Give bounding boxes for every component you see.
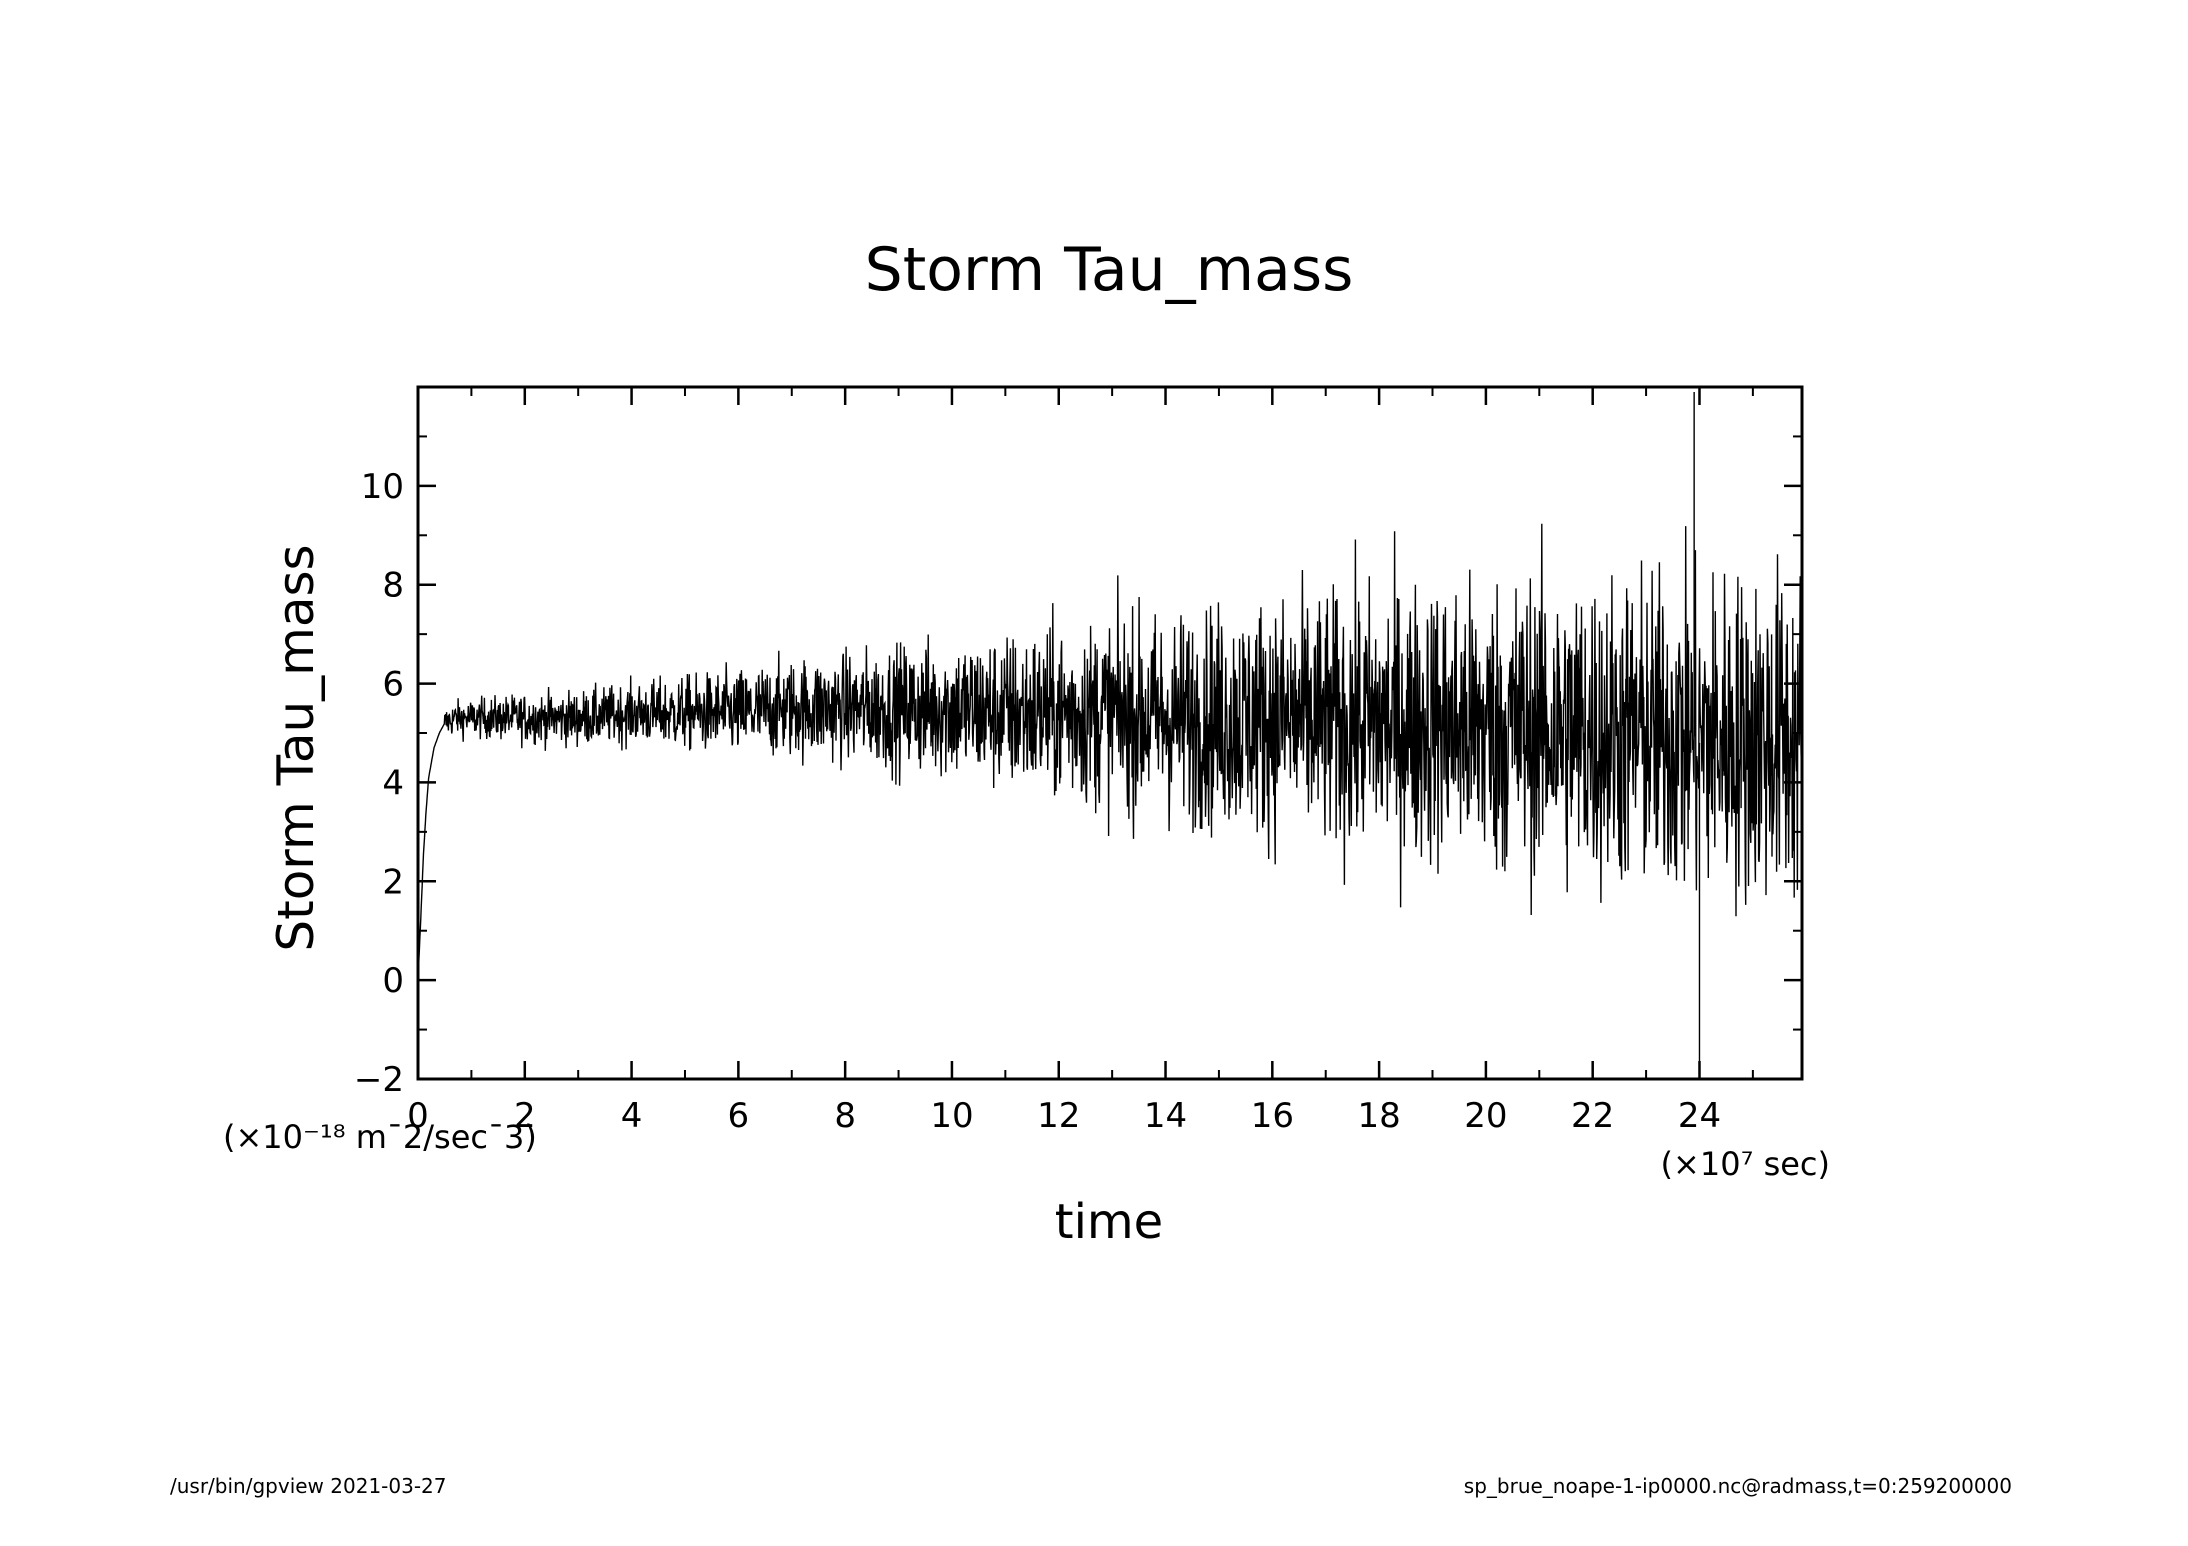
series-layer <box>417 391 1803 1079</box>
x-tick-label: 20 <box>1464 1096 1507 1136</box>
x-tick-label: 18 <box>1357 1096 1400 1136</box>
x-tick-label: 16 <box>1251 1096 1294 1136</box>
x-tick-label: 14 <box>1144 1096 1187 1136</box>
y-unit-label: (×10⁻¹⁸ m¯2/sec¯3) <box>223 1118 537 1156</box>
x-tick-label: 4 <box>621 1096 643 1136</box>
x-tick-label: 2 <box>514 1096 536 1136</box>
y-tick-label: 8 <box>382 566 404 606</box>
y-tick-label: 0 <box>382 961 404 1001</box>
footer-right: sp_brue_noape-1-ip0000.nc@radmass,t=0:25… <box>1464 1474 2012 1498</box>
x-tick-label: 10 <box>930 1096 973 1136</box>
x-tick-label: 0 <box>407 1096 429 1136</box>
y-axis-label: Storm Tau_mass <box>267 544 325 951</box>
series-line <box>417 523 1803 981</box>
x-tick-label: 22 <box>1571 1096 1614 1136</box>
y-tick-label: 6 <box>382 665 404 705</box>
x-tick-label: 8 <box>834 1096 856 1136</box>
y-tick-label: 10 <box>361 467 404 507</box>
x-unit-label: (×10⁷ sec) <box>1661 1145 1830 1183</box>
y-tick-label: 4 <box>382 763 404 803</box>
x-tick-label: 12 <box>1037 1096 1080 1136</box>
x-tick-label: 24 <box>1678 1096 1721 1136</box>
chart-title: Storm Tau_mass <box>865 235 1354 305</box>
footer-left: /usr/bin/gpview 2021-03-27 <box>170 1474 447 1498</box>
x-tick-label: 6 <box>728 1096 750 1136</box>
y-tick-label: −2 <box>354 1060 404 1100</box>
y-tick-label: 2 <box>382 862 404 902</box>
x-axis-label: time <box>1055 1194 1163 1250</box>
